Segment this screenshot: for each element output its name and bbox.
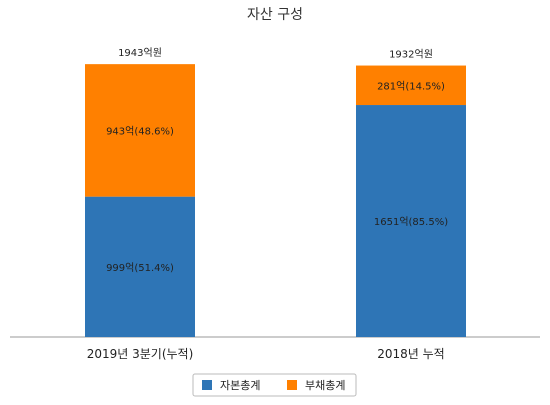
- total-label-1: 1932억원: [389, 49, 433, 61]
- legend-swatch-liabilities: [287, 380, 297, 390]
- legend-label-equity: 자본총계: [220, 379, 260, 392]
- legend-item-equity[interactable]: 자본총계: [202, 379, 260, 392]
- legend-swatch-equity: [202, 380, 212, 390]
- x-tick-label-1: 2018년 누적: [377, 347, 444, 361]
- data-label-equity-0: 999억(51.4%): [106, 262, 174, 274]
- legend-box: [192, 373, 357, 397]
- bar-segment-liabilities-1: [356, 65, 466, 106]
- legend[interactable]: 자본총계 부채총계: [192, 373, 357, 397]
- data-label-liabilities-0: 943억(48.6%): [106, 125, 174, 137]
- bar-segment-equity-1: [356, 105, 466, 337]
- x-tick-labels: 2019년 3분기(누적) 2018년 누적: [87, 347, 445, 361]
- legend-item-liabilities[interactable]: 부채총계: [287, 379, 345, 392]
- bars-layer: [85, 64, 466, 337]
- x-tick-label-0: 2019년 3분기(누적): [87, 347, 194, 361]
- labels-layer: 999억(51.4%) 943억(48.6%) 1943억원 1651억(85.5%)…: [106, 47, 448, 274]
- legend-label-liabilities: 부채총계: [305, 379, 345, 392]
- data-label-equity-1: 1651억(85.5%): [374, 216, 448, 228]
- data-label-liabilities-1: 281억(14.5%): [377, 80, 445, 92]
- chart-title: 자산 구성: [247, 7, 303, 23]
- bar-segment-equity-0: [85, 196, 195, 337]
- bar-segment-liabilities-0: [85, 64, 195, 197]
- total-label-0: 1943억원: [118, 47, 162, 59]
